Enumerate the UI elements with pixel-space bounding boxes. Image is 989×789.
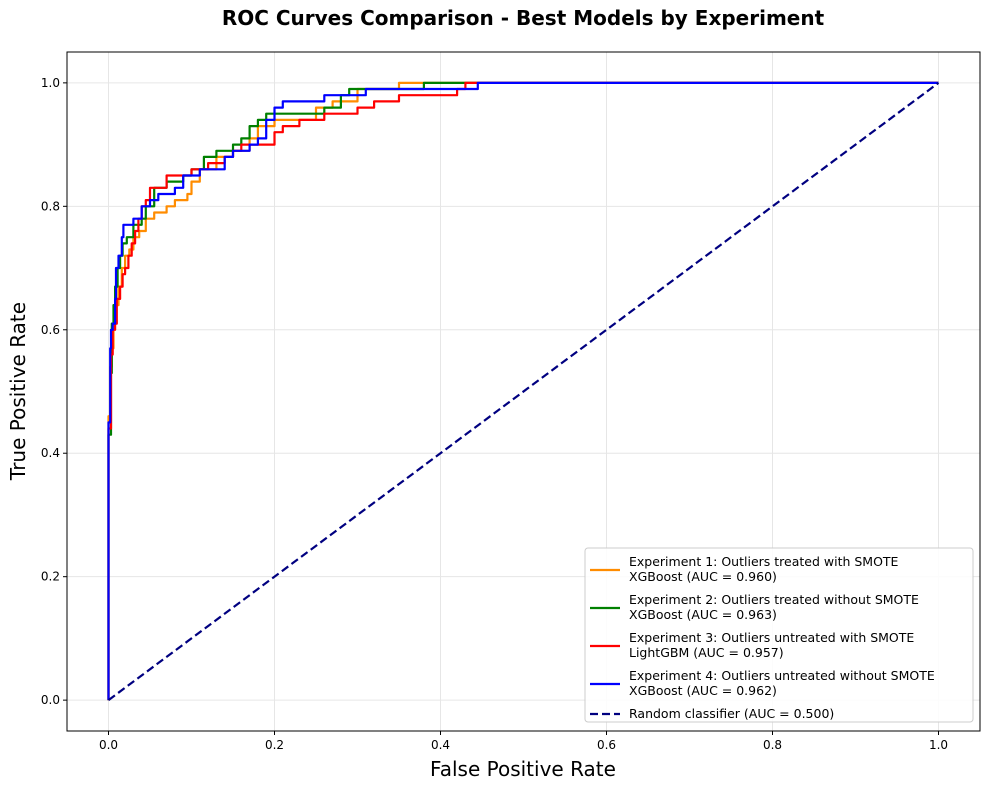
x-tick-label: 0.0 xyxy=(99,738,118,752)
legend-label-3: Experiment 3: Outliers untreated with SM… xyxy=(629,630,914,645)
plot-area-frame xyxy=(66,51,981,732)
legend-sublabel-1: XGBoost (AUC = 0.960) xyxy=(629,569,777,584)
y-tick-label: 0.2 xyxy=(41,570,60,584)
x-axis-label: False Positive Rate xyxy=(430,757,616,781)
y-tick-label: 0.6 xyxy=(41,323,60,337)
legend-sublabel-4: XGBoost (AUC = 0.962) xyxy=(629,683,777,698)
legend-label-2: Experiment 2: Outliers treated without S… xyxy=(629,592,919,607)
x-tick-label: 0.6 xyxy=(597,738,616,752)
legend-box xyxy=(584,547,974,723)
axis-ticks: 0.0 0.2 0.4 0.6 0.8 1.0 0.0 0.2 0.4 0.6 0.8 1.0 xyxy=(41,76,948,752)
series-line-5 xyxy=(107,82,940,701)
legend-sublabel-2: XGBoost (AUC = 0.963) xyxy=(629,607,777,622)
x-tick-label: 1.0 xyxy=(929,738,948,752)
y-tick-label: 1.0 xyxy=(41,76,60,90)
y-tick-label: 0.0 xyxy=(41,693,60,707)
series-line-4 xyxy=(107,81,939,701)
grid-lines xyxy=(67,52,980,731)
legend-label-5: Random classifier (AUC = 0.500) xyxy=(629,706,834,721)
legend-sublabel-3: LightGBM (AUC = 0.957) xyxy=(629,645,784,660)
legend-label-4: Experiment 4: Outliers untreated without… xyxy=(629,668,935,683)
x-tick-label: 0.2 xyxy=(265,738,284,752)
series-line-3 xyxy=(107,81,939,701)
y-tick-label: 0.4 xyxy=(41,446,60,460)
y-tick-label: 0.8 xyxy=(41,199,60,213)
x-tick-label: 0.8 xyxy=(763,738,782,752)
y-axis-label: True Positive Rate xyxy=(6,302,30,481)
plot-series xyxy=(107,81,940,701)
legend-label-1: Experiment 1: Outliers treated with SMOT… xyxy=(629,554,899,569)
legend: Experiment 1: Outliers treated with SMOT… xyxy=(584,547,974,723)
chart-title: ROC Curves Comparison - Best Models by E… xyxy=(222,6,825,30)
x-tick-label: 0.4 xyxy=(431,738,450,752)
